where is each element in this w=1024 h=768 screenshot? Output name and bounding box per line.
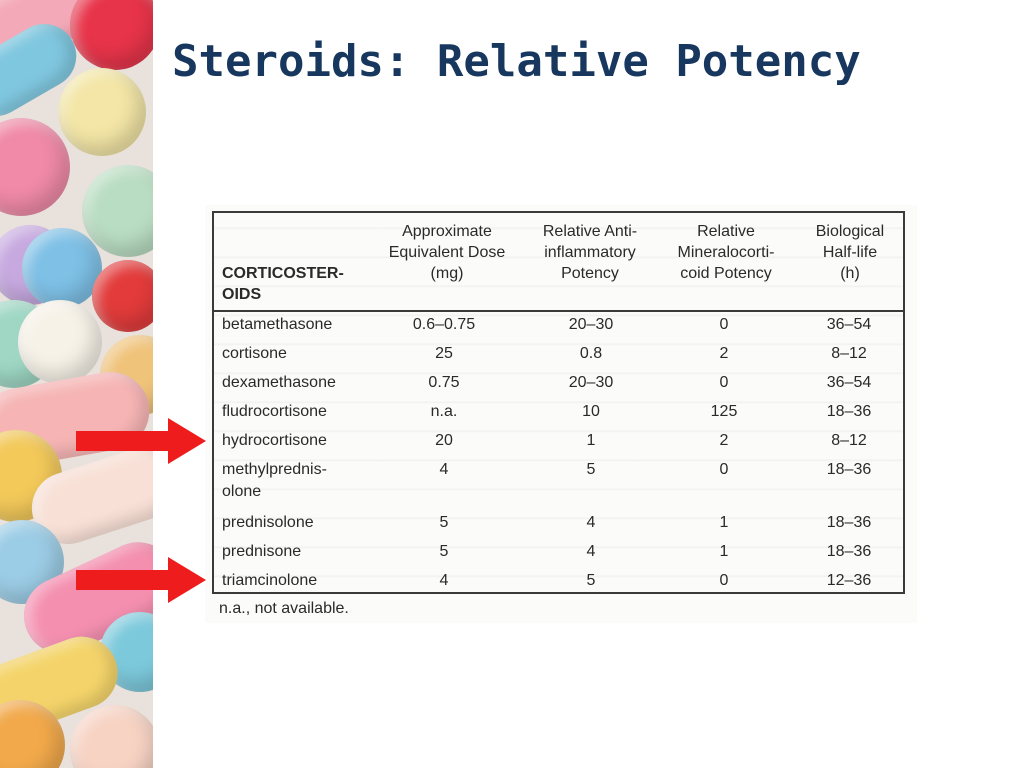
cell-dose: 25: [435, 345, 453, 362]
cell-name: betamethasone: [222, 316, 333, 333]
cell-mineralocorticoid: 1: [719, 514, 729, 531]
cell-name: dexamethasone: [222, 374, 336, 391]
cell-half-life: 18–36: [826, 543, 872, 560]
cell-name: prednisolone: [222, 514, 314, 531]
cell-half-life: 18–36: [826, 403, 872, 420]
table-row: hydrocortisone 20 1 2 8–12: [214, 430, 903, 459]
pill-shape: [70, 0, 153, 70]
cell-mineralocorticoid: 125: [710, 403, 738, 420]
header-divider: [214, 310, 903, 312]
cell-name: triamcinolone: [222, 572, 318, 589]
table-header-mineralocorticoid: Relative Mineralocorti- coid Potency: [677, 223, 775, 282]
cell-dose: 20: [435, 432, 453, 449]
cell-anti-inflammatory: 20–30: [568, 374, 614, 391]
cell-mineralocorticoid: 2: [719, 345, 729, 362]
cell-mineralocorticoid: 0: [719, 461, 729, 478]
cell-dose: 5: [439, 543, 449, 560]
arrow-right-icon: [76, 418, 206, 464]
scanned-table-background: [205, 205, 917, 623]
cell-dose: 0.6–0.75: [412, 316, 476, 333]
table-row: betamethasone 0.6–0.75 20–30 0 36–54: [214, 314, 903, 343]
cell-mineralocorticoid: 0: [719, 374, 729, 391]
cell-half-life: 8–12: [831, 345, 867, 362]
cell-name: methylprednis- olone: [222, 461, 327, 500]
table-row: prednisolone 5 4 1 18–36: [214, 512, 903, 541]
cell-dose: 5: [439, 514, 449, 531]
cell-half-life: 8–12: [831, 432, 867, 449]
cell-anti-inflammatory: 5: [586, 572, 596, 589]
cell-half-life: 36–54: [826, 374, 872, 391]
table-row: fludrocortisone n.a. 10 125 18–36: [214, 401, 903, 430]
cell-anti-inflammatory: 5: [586, 461, 596, 478]
cell-anti-inflammatory: 1: [586, 432, 596, 449]
cell-mineralocorticoid: 1: [719, 543, 729, 560]
cell-half-life: 36–54: [826, 316, 872, 333]
pill-shape: [92, 260, 153, 332]
pill-shape: [22, 228, 102, 308]
pill-shape: [58, 68, 146, 156]
cell-dose: 4: [439, 572, 449, 589]
table-header-corticosteroids: CORTICOSTER- OIDS: [222, 265, 344, 303]
cell-mineralocorticoid: 2: [719, 432, 729, 449]
table-row: cortisone 25 0.8 2 8–12: [214, 343, 903, 372]
cell-name: hydrocortisone: [222, 432, 327, 449]
table-row: dexamethasone 0.75 20–30 0 36–54: [214, 372, 903, 401]
cell-dose: 4: [439, 461, 449, 478]
cell-name: fludrocortisone: [222, 403, 327, 420]
pill-shape: [70, 705, 153, 768]
pill-shape: [0, 118, 70, 216]
cell-anti-inflammatory: 0.8: [579, 345, 603, 362]
cell-anti-inflammatory: 4: [586, 514, 596, 531]
arrow-right-icon: [76, 557, 206, 603]
table-header-dose: Approximate Equivalent Dose (mg): [388, 223, 506, 282]
table-footnote: n.a., not available.: [219, 600, 349, 617]
cell-name: cortisone: [222, 345, 287, 362]
page-title: Steroids: Relative Potency: [172, 36, 861, 87]
table-header-anti-inflammatory: Relative Anti- inflammatory Potency: [542, 223, 638, 282]
table-row: triamcinolone 4 5 0 12–36: [214, 570, 903, 599]
table-header-half-life: Biological Half-life (h): [815, 223, 885, 282]
pill-shape: [82, 165, 153, 257]
cell-mineralocorticoid: 0: [719, 572, 729, 589]
cell-dose: 0.75: [428, 374, 460, 391]
cell-anti-inflammatory: 10: [582, 403, 600, 420]
cell-anti-inflammatory: 4: [586, 543, 596, 560]
cell-anti-inflammatory: 20–30: [568, 316, 614, 333]
potency-table: CORTICOSTER- OIDS Approximate Equivalent…: [212, 211, 905, 594]
table-row: prednisone 5 4 1 18–36: [214, 541, 903, 570]
cell-half-life: 18–36: [826, 461, 872, 478]
table-row: methylprednis- olone 4 5 0 18–36: [214, 459, 903, 507]
scan-bleedthrough: [214, 213, 903, 592]
cell-name: prednisone: [222, 543, 302, 560]
pill-shape: [18, 300, 102, 384]
cell-dose: n.a.: [430, 403, 458, 420]
cell-half-life: 18–36: [826, 514, 872, 531]
cell-mineralocorticoid: 0: [719, 316, 729, 333]
cell-half-life: 12–36: [826, 572, 872, 589]
pills-image: [0, 0, 153, 768]
